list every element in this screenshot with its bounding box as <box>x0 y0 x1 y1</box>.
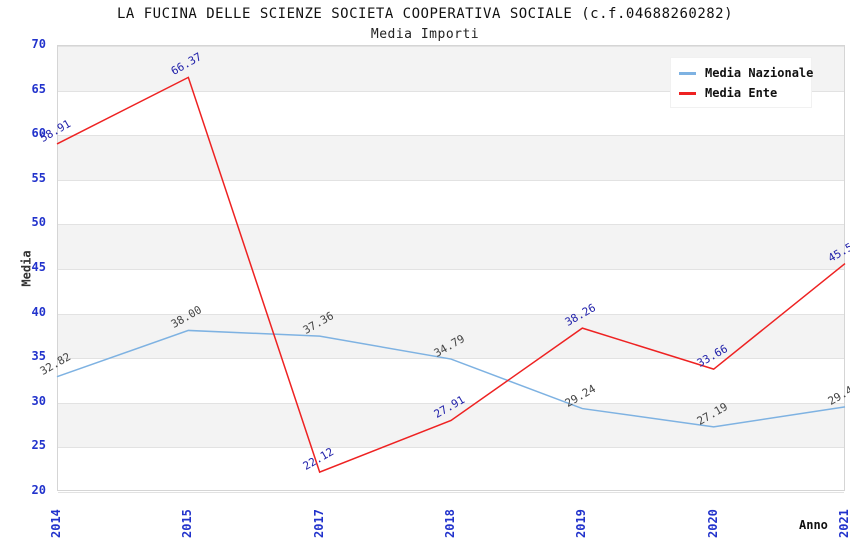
legend-item-media-nazionale: Media Nazionale <box>679 65 813 81</box>
y-axis-title: Media <box>19 250 34 287</box>
series-line-media-nazionale <box>56 329 846 428</box>
chart-title: LA FUCINA DELLE SCIENZE SOCIETA COOPERAT… <box>116 6 734 22</box>
y-tick-label: 25 <box>31 438 46 453</box>
y-tick-label: 30 <box>31 393 46 408</box>
gridline <box>58 313 844 315</box>
gridline <box>58 90 844 92</box>
legend-label: Media Ente <box>705 86 778 100</box>
x-tick-label: 2020 <box>705 509 720 538</box>
y-tick-label: 65 <box>31 81 46 96</box>
gridline <box>58 402 844 404</box>
x-tick-label: 2015 <box>180 509 195 538</box>
y-tick-label: 20 <box>31 483 46 497</box>
legend-label: Media Nazionale <box>705 66 814 80</box>
legend-item-media-ente: Media Ente <box>679 85 803 101</box>
gridline <box>58 447 844 449</box>
plot-band <box>58 224 844 269</box>
x-tick-label: 2018 <box>443 509 457 538</box>
gridline <box>58 135 844 137</box>
y-tick-label: 50 <box>31 215 46 230</box>
x-tick-label: 2017 <box>311 509 326 538</box>
y-tick-label: 60 <box>31 126 46 141</box>
plot-band <box>58 313 844 359</box>
x-tick-label: 2021 <box>837 509 850 538</box>
legend-line-swatch <box>679 71 696 75</box>
gridline <box>58 46 844 47</box>
series-lines-layer <box>56 76 846 474</box>
x-tick-label: 2014 <box>49 509 63 538</box>
gridline <box>58 492 844 493</box>
y-tick-label: 35 <box>31 349 46 364</box>
legend-line-swatch <box>679 91 696 95</box>
plot-band <box>58 402 844 448</box>
y-tick-label: 45 <box>31 260 46 274</box>
gridline <box>58 224 844 226</box>
chart-subtitle: Media Importi <box>370 27 480 42</box>
series-line-media-ente <box>56 76 846 474</box>
plot-area <box>57 45 845 493</box>
y-tick-label: 40 <box>31 304 46 319</box>
legend: Media Nazionale Media Ente <box>670 57 813 108</box>
gridline <box>58 269 844 270</box>
y-tick-label: 55 <box>31 170 46 185</box>
x-axis-title: Anno <box>799 518 828 532</box>
y-tick-label: 70 <box>31 37 46 51</box>
x-tick-label: 2019 <box>574 509 589 538</box>
plot-band <box>58 135 844 180</box>
gridline <box>58 179 844 181</box>
